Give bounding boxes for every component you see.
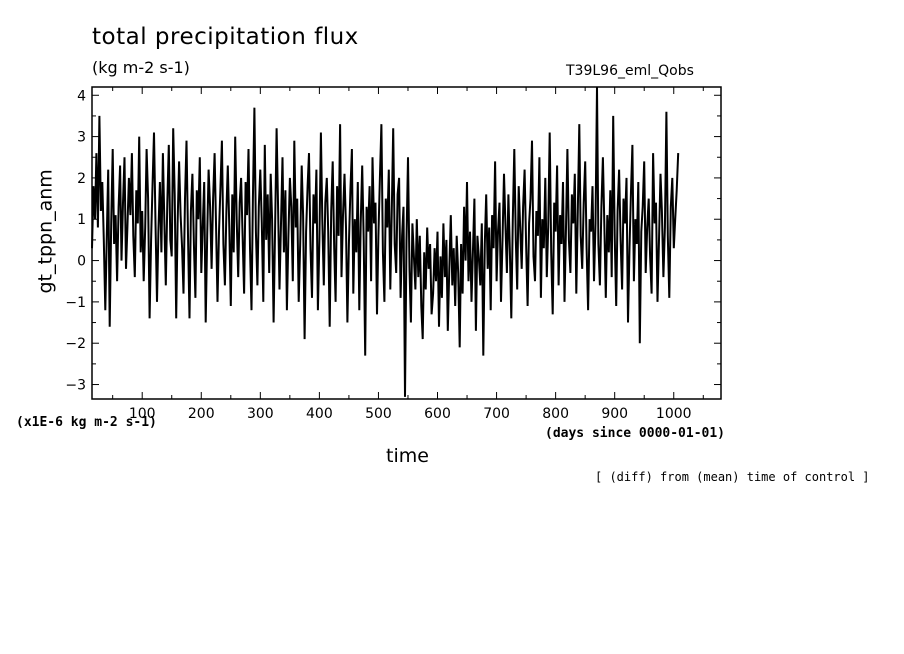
x-tick-label: 300 — [247, 406, 274, 422]
series-line — [91, 86, 680, 397]
chart-title: total precipitation flux — [92, 24, 359, 50]
footnote: [ (diff) from (mean) time of control ] — [595, 470, 870, 484]
y-tick-label: −3 — [65, 378, 86, 394]
x-axis-label: time — [386, 445, 429, 467]
y-tick-label: 0 — [77, 254, 86, 270]
x-tick-label: 100 — [129, 406, 156, 422]
y-tick-label: 4 — [77, 88, 86, 104]
y-scale-note: (x1E-6 kg m-2 s-1) — [16, 415, 157, 430]
y-tick-label: −2 — [65, 336, 86, 352]
x-tick-label: 900 — [601, 406, 628, 422]
y-tick-label: 1 — [77, 212, 86, 228]
plot-frame — [91, 86, 722, 400]
x-axis-units: (days since 0000-01-01) — [545, 426, 726, 441]
x-tick-label: 200 — [188, 406, 215, 422]
x-tick-label: 600 — [424, 406, 451, 422]
axis-tick-labels: −3 −2 −1 0 1 2 3 4 100 200 300 400 500 600 700 800 900 10… — [65, 88, 691, 422]
x-tick-label: 1000 — [656, 406, 692, 422]
y-tick-label: 3 — [77, 130, 86, 146]
x-tick-label: 500 — [365, 406, 392, 422]
x-tick-label: 400 — [306, 406, 333, 422]
y-tick-label: 2 — [77, 171, 86, 187]
run-name-label: T39L96_eml_Qobs — [566, 63, 694, 79]
x-tick-label: 800 — [542, 406, 569, 422]
x-tick-label: 700 — [483, 406, 510, 422]
chart-subtitle-units: (kg m-2 s-1) — [92, 58, 190, 77]
y-tick-label: −1 — [65, 295, 86, 311]
